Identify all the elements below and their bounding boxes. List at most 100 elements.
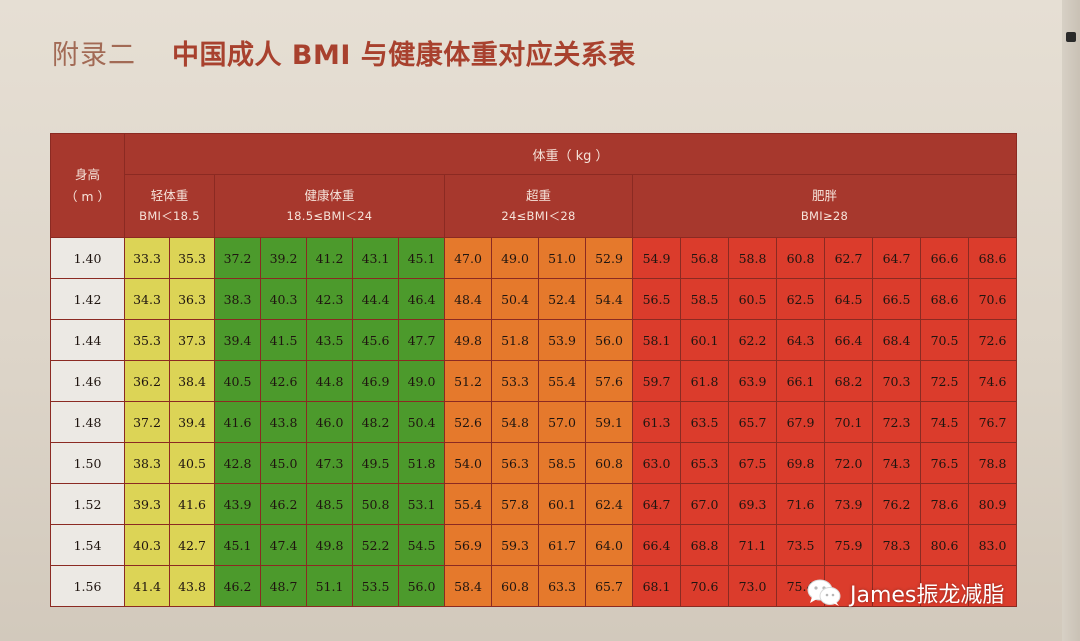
weight-cell: 41.4 bbox=[124, 565, 170, 607]
category-obese: 肥胖 BMI≥28 bbox=[632, 174, 1017, 238]
weight-cell: 39.2 bbox=[260, 237, 307, 279]
weight-cell: 56.0 bbox=[398, 565, 445, 607]
weight-cell: 58.1 bbox=[632, 319, 681, 361]
weight-cell: 66.5 bbox=[872, 278, 921, 320]
weight-cell: 43.5 bbox=[306, 319, 353, 361]
weight-cell: 72.3 bbox=[872, 401, 921, 443]
weight-cell: 63.0 bbox=[632, 442, 681, 484]
weight-cell: 50.8 bbox=[352, 483, 399, 525]
weight-cell: 53.3 bbox=[491, 360, 539, 402]
weight-cell: 48.7 bbox=[260, 565, 307, 607]
weight-cell-obscured bbox=[968, 565, 1017, 607]
weight-cell: 67.9 bbox=[776, 401, 825, 443]
weight-cell: 47.7 bbox=[398, 319, 445, 361]
category-healthy: 健康体重 18.5≤BMI＜24 bbox=[214, 174, 445, 238]
weight-cell: 52.2 bbox=[352, 524, 399, 566]
weight-cell: 52.6 bbox=[444, 401, 492, 443]
weight-cell: 56.3 bbox=[491, 442, 539, 484]
weight-cell: 47.3 bbox=[306, 442, 353, 484]
table-row: 1.54 40.3 42.7 45.1 47.4 49.8 52.2 54.5 56.9 59.3… bbox=[50, 524, 1017, 566]
weight-cell: 40.3 bbox=[124, 524, 170, 566]
table-body: 1.40 33.3 35.3 37.2 39.2 41.2 43.1 45.1 47.0 49.0… bbox=[50, 237, 1017, 607]
weight-cell: 74.6 bbox=[968, 360, 1017, 402]
table-row: 1.48 37.2 39.4 41.6 43.8 46.0 48.2 50.4 52.6 54.8… bbox=[50, 401, 1017, 443]
weight-cell: 68.4 bbox=[872, 319, 921, 361]
weight-cell: 62.5 bbox=[776, 278, 825, 320]
weight-cell: 78.8 bbox=[968, 442, 1017, 484]
weight-cell: 70.1 bbox=[824, 401, 873, 443]
weight-cell: 43.1 bbox=[352, 237, 399, 279]
weight-cell: 76.5 bbox=[920, 442, 969, 484]
table-row: 1.46 36.2 38.4 40.5 42.6 44.8 46.9 49.0 51.2 53.3… bbox=[50, 360, 1017, 402]
category-range: 24≤BMI＜28 bbox=[501, 209, 576, 223]
weight-cell: 54.8 bbox=[491, 401, 539, 443]
weight-cell: 57.6 bbox=[585, 360, 633, 402]
category-name: 轻体重 bbox=[150, 188, 189, 203]
weight-cell: 64.7 bbox=[872, 237, 921, 279]
weight-cell: 80.9 bbox=[968, 483, 1017, 525]
watermark-text: James振龙减脂 bbox=[850, 583, 1005, 608]
weight-cell: 36.3 bbox=[169, 278, 215, 320]
category-underweight: 轻体重 BMI＜18.5 bbox=[124, 174, 215, 238]
weight-cell: 54.5 bbox=[398, 524, 445, 566]
height-cell: 1.54 bbox=[50, 524, 125, 566]
weight-cell: 65.7 bbox=[585, 565, 633, 607]
weight-cell: 44.8 bbox=[306, 360, 353, 402]
weight-cell: 61.3 bbox=[632, 401, 681, 443]
weight-cell: 49.5 bbox=[352, 442, 399, 484]
weight-cell: 50.4 bbox=[398, 401, 445, 443]
weight-cell: 72.0 bbox=[824, 442, 873, 484]
weight-cell: 58.4 bbox=[444, 565, 492, 607]
height-cell: 1.56 bbox=[50, 565, 125, 607]
bmi-weight-table: 身高 （ m ） 体重（ kg ） 轻体重 BMI＜18.5 健康体重 18.5… bbox=[50, 133, 1017, 607]
weight-cell: 70.5 bbox=[920, 319, 969, 361]
weight-cell: 46.0 bbox=[306, 401, 353, 443]
weight-cell: 61.8 bbox=[680, 360, 729, 402]
category-range: 18.5≤BMI＜24 bbox=[286, 209, 373, 223]
weight-cell: 54.9 bbox=[632, 237, 681, 279]
weight-cell: 51.2 bbox=[444, 360, 492, 402]
weight-cell: 60.5 bbox=[728, 278, 777, 320]
weight-cell: 56.9 bbox=[444, 524, 492, 566]
weight-cell: 76.7 bbox=[968, 401, 1017, 443]
weight-cell: 66.6 bbox=[920, 237, 969, 279]
weight-cell: 64.3 bbox=[776, 319, 825, 361]
weight-cell: 67.5 bbox=[728, 442, 777, 484]
height-cell: 1.50 bbox=[50, 442, 125, 484]
weight-cell: 64.5 bbox=[824, 278, 873, 320]
weight-cell: 62.2 bbox=[728, 319, 777, 361]
weight-header: 体重（ kg ） bbox=[124, 133, 1017, 175]
weight-cell: 65.7 bbox=[728, 401, 777, 443]
height-header-label: 身高 bbox=[74, 166, 100, 182]
weight-cell: 43.8 bbox=[260, 401, 307, 443]
weight-cell: 54.4 bbox=[585, 278, 633, 320]
weight-cell: 49.8 bbox=[306, 524, 353, 566]
weight-cell: 41.6 bbox=[214, 401, 261, 443]
height-cell: 1.42 bbox=[50, 278, 125, 320]
weight-cell: 49.0 bbox=[398, 360, 445, 402]
height-cell: 1.46 bbox=[50, 360, 125, 402]
weight-cell: 69.3 bbox=[728, 483, 777, 525]
weight-cell: 73.0 bbox=[728, 565, 777, 607]
weight-cell: 60.8 bbox=[585, 442, 633, 484]
weight-cell: 61.7 bbox=[538, 524, 586, 566]
table-row: 1.44 35.3 37.3 39.4 41.5 43.5 45.6 47.7 49.8 51.8… bbox=[50, 319, 1017, 361]
weight-cell: 35.3 bbox=[169, 237, 215, 279]
weight-cell: 46.2 bbox=[214, 565, 261, 607]
weight-cell: 66.1 bbox=[776, 360, 825, 402]
weight-cell: 58.8 bbox=[728, 237, 777, 279]
weight-cell: 41.2 bbox=[306, 237, 353, 279]
weight-cell: 56.0 bbox=[585, 319, 633, 361]
height-cell: 1.52 bbox=[50, 483, 125, 525]
page-title: 附录二 中国成人 BMI 与健康体重对应关系表 bbox=[52, 34, 636, 71]
weight-cell: 57.0 bbox=[538, 401, 586, 443]
weight-cell: 42.8 bbox=[214, 442, 261, 484]
weight-cell: 59.3 bbox=[491, 524, 539, 566]
weight-cell: 51.8 bbox=[491, 319, 539, 361]
weight-cell: 74.3 bbox=[872, 442, 921, 484]
height-header-unit: （ m ） bbox=[64, 188, 111, 204]
table-row: 1.50 38.3 40.5 42.8 45.0 47.3 49.5 51.8 54.0 56.3… bbox=[50, 442, 1017, 484]
weight-cell: 45.1 bbox=[214, 524, 261, 566]
weight-cell: 43.9 bbox=[214, 483, 261, 525]
weight-cell: 68.6 bbox=[920, 278, 969, 320]
